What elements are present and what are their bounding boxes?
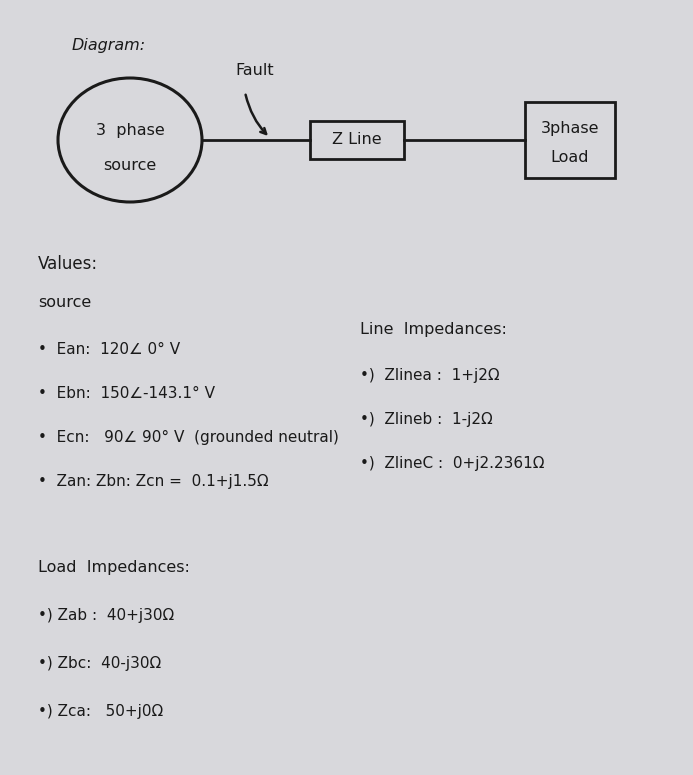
Text: Fault: Fault <box>235 63 274 78</box>
Text: •  Ecn:   90∠ 90° V  (grounded neutral): • Ecn: 90∠ 90° V (grounded neutral) <box>38 430 339 445</box>
Text: 3phase: 3phase <box>541 120 599 136</box>
FancyBboxPatch shape <box>525 102 615 178</box>
Text: •)  Zlinea :  1+j2Ω: •) Zlinea : 1+j2Ω <box>360 368 500 383</box>
Text: Z Line: Z Line <box>332 133 382 147</box>
Text: •)  Zlineb :  1-j2Ω: •) Zlineb : 1-j2Ω <box>360 412 493 427</box>
Text: •) Zbc:  40-j30Ω: •) Zbc: 40-j30Ω <box>38 656 161 671</box>
Text: •) Zab :  40+j30Ω: •) Zab : 40+j30Ω <box>38 608 174 623</box>
Text: Line  Impedances:: Line Impedances: <box>360 322 507 337</box>
Text: •  Zan: Zbn: Zcn =  0.1+j1.5Ω: • Zan: Zbn: Zcn = 0.1+j1.5Ω <box>38 474 269 489</box>
FancyBboxPatch shape <box>310 121 404 159</box>
Text: •  Ean:  120∠ 0° V: • Ean: 120∠ 0° V <box>38 342 180 357</box>
Text: •)  ZlineC :  0+j2.2361Ω: •) ZlineC : 0+j2.2361Ω <box>360 456 545 471</box>
Text: 3  phase: 3 phase <box>96 122 164 137</box>
Text: source: source <box>103 157 157 173</box>
Text: Diagram:: Diagram: <box>72 38 146 53</box>
Text: •) Zca:   50+j0Ω: •) Zca: 50+j0Ω <box>38 704 164 719</box>
Text: Load: Load <box>551 150 589 164</box>
Text: source: source <box>38 295 91 310</box>
Text: Values:: Values: <box>38 255 98 273</box>
Text: •  Ebn:  150∠-143.1° V: • Ebn: 150∠-143.1° V <box>38 386 215 401</box>
Text: Load  Impedances:: Load Impedances: <box>38 560 190 575</box>
